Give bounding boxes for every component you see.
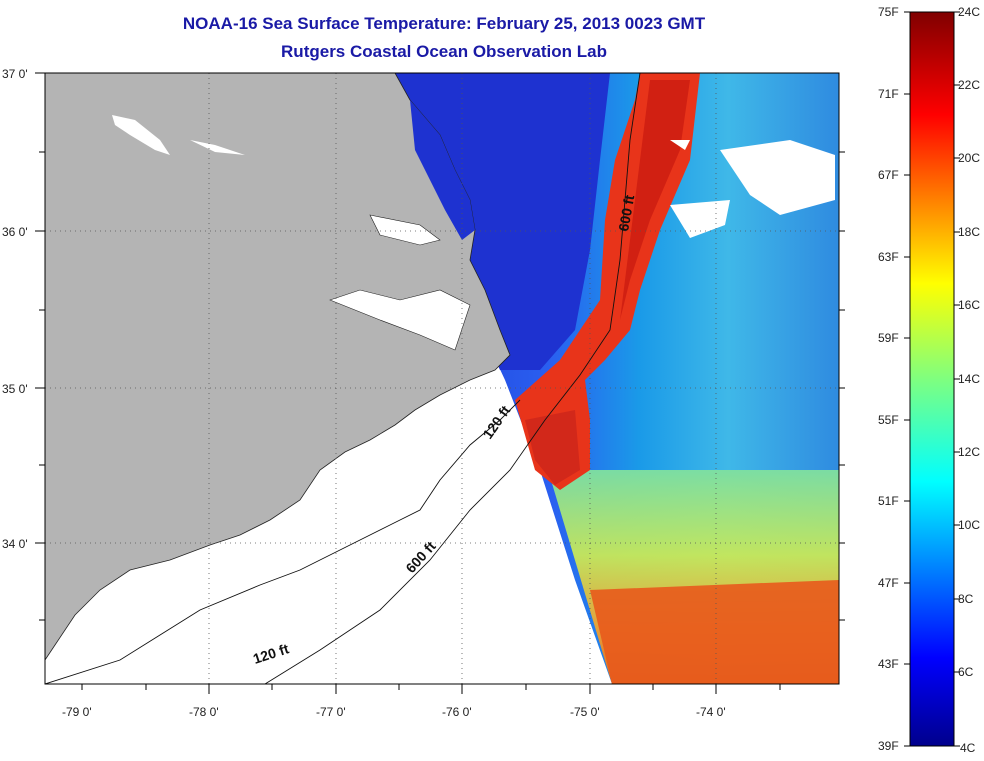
lon-label: -79 0' xyxy=(62,705,92,719)
colorbar-c-label: 24C xyxy=(958,5,981,19)
colorbar xyxy=(909,11,955,747)
colorbar-f-label: 63F xyxy=(878,250,899,264)
colorbar-ticks xyxy=(904,11,960,747)
lon-label: -74 0' xyxy=(696,705,726,719)
colorbar-c-label: 14C xyxy=(958,372,981,386)
lat-label: 35 0' xyxy=(2,382,28,396)
inland-lake xyxy=(190,140,245,155)
cloud xyxy=(670,140,690,150)
inland-lake xyxy=(112,115,170,155)
colorbar-f-label: 39F xyxy=(878,739,899,753)
lon-label: -78 0' xyxy=(189,705,219,719)
colorbar-c-label: 4C xyxy=(960,741,976,755)
colorbar-f-label: 67F xyxy=(878,168,899,182)
contour-120ft-line xyxy=(45,399,521,684)
colorbar-f-label: 43F xyxy=(878,657,899,671)
colorbar-c-label: 20C xyxy=(958,151,981,165)
albemarle-sound xyxy=(369,214,441,246)
colorbar-f-label: 51F xyxy=(878,494,899,508)
colorbar-c-label: 8C xyxy=(958,592,974,606)
map-border xyxy=(44,72,840,685)
cloud xyxy=(670,200,730,238)
grid xyxy=(45,73,839,684)
sst-warm-south xyxy=(590,580,839,684)
lat-label: 37 0' xyxy=(2,67,28,81)
lat-label: 36 0' xyxy=(2,225,28,239)
lon-label: -77 0' xyxy=(316,705,346,719)
colorbar-f-label: 75F xyxy=(878,5,899,19)
pamlico-sound xyxy=(329,289,471,351)
colorbar-f-label: 71F xyxy=(878,87,899,101)
colorbar-c-label: 18C xyxy=(958,225,981,239)
contour-600ft-line xyxy=(264,73,641,684)
colorbar-c-label: 16C xyxy=(958,298,981,312)
lon-label: -76 0' xyxy=(442,705,472,719)
colorbar-f-label: 47F xyxy=(878,576,899,590)
cloud xyxy=(720,140,835,215)
cold-shelf-water xyxy=(395,73,610,370)
colorbar-c-label: 6C xyxy=(958,665,974,679)
currituck-sound xyxy=(410,100,475,240)
contour-label-600ft: 600 ft xyxy=(615,193,637,232)
map-subtitle: Rutgers Coastal Ocean Observation Lab xyxy=(281,42,607,61)
colorbar-c-label: 10C xyxy=(958,518,981,532)
colorbar-c-label: 12C xyxy=(958,445,981,459)
map-title: NOAA-16 Sea Surface Temperature: Februar… xyxy=(182,14,706,33)
lon-label: -75 0' xyxy=(570,705,600,719)
tick-marks xyxy=(35,72,845,694)
colorbar-f-label: 55F xyxy=(878,413,899,427)
colorbar-f-label: 59F xyxy=(878,331,899,345)
lat-label: 34 0' xyxy=(2,537,28,551)
colorbar-c-label: 22C xyxy=(958,78,981,92)
map-frame xyxy=(45,73,839,684)
